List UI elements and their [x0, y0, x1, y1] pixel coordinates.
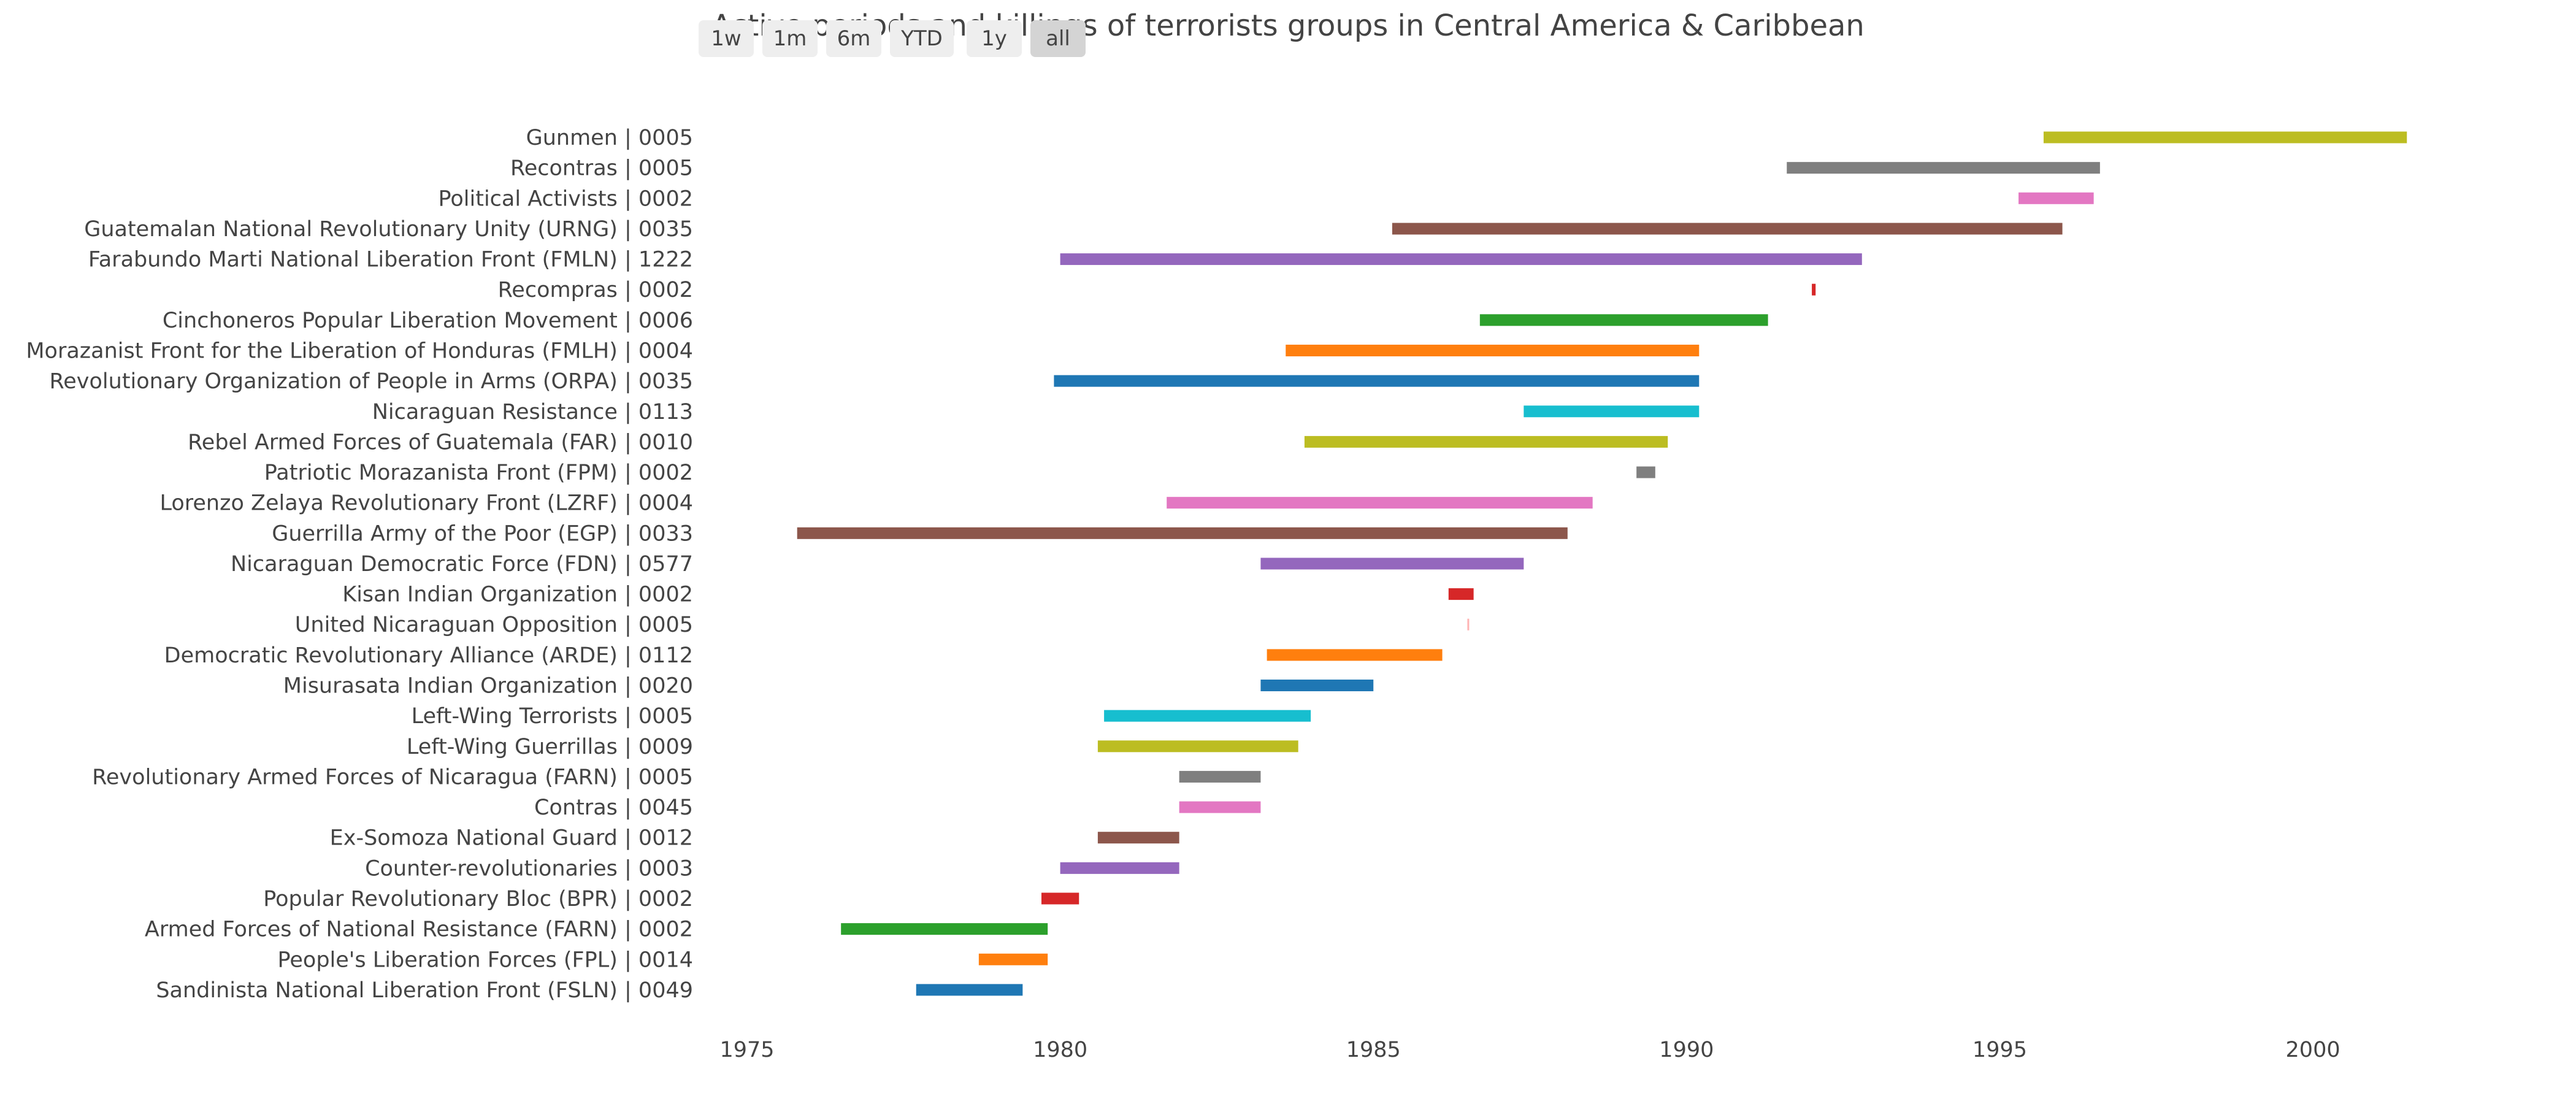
x-tick-label: 1990: [1659, 1038, 1714, 1062]
y-tick-label: Cinchoneros Popular Liberation Movement …: [163, 309, 693, 333]
timeline-bar[interactable]: [1286, 344, 1700, 356]
x-tick-label: 1995: [1972, 1038, 2027, 1062]
y-tick-label: Farabundo Marti National Liberation Fron…: [88, 248, 693, 272]
y-tick-label: Nicaraguan Resistance | 0113: [372, 400, 693, 424]
y-tick-label: Rebel Armed Forces of Guatemala (FAR) | …: [188, 430, 693, 454]
timeline-bar[interactable]: [1179, 770, 1261, 783]
y-tick-label: Patriotic Morazanista Front (FPM) | 0002: [264, 461, 693, 485]
timeline-bar[interactable]: [1448, 588, 1474, 600]
timeline-bar[interactable]: [841, 923, 1048, 935]
y-tick-label: Counter-revolutionaries | 0003: [365, 856, 693, 881]
chart-title: Active periods and killings of terrorist…: [711, 9, 1865, 43]
x-tick-label: 1985: [1346, 1038, 1401, 1062]
y-tick-label: Popular Revolutionary Bloc (BPR) | 0002: [263, 887, 693, 911]
y-tick-label: Gunmen | 0005: [526, 126, 693, 150]
x-tick-label: 1975: [719, 1038, 774, 1062]
timeline-bar[interactable]: [1636, 466, 1655, 478]
y-tick-label: Morazanist Front for the Liberation of H…: [26, 339, 693, 363]
range-button-1y[interactable]: 1y: [967, 20, 1022, 57]
y-tick-label: Kisan Indian Organization | 0002: [342, 583, 693, 607]
timeline-bar[interactable]: [1097, 740, 1298, 753]
timeline-bar[interactable]: [1104, 710, 1311, 722]
y-tick-label: Revolutionary Organization of People in …: [50, 369, 694, 394]
y-tick-label: Left-Wing Guerrillas | 0009: [407, 735, 693, 759]
y-tick-label: Contras | 0045: [534, 795, 693, 820]
y-tick-label: United Nicaraguan Opposition | 0005: [295, 613, 693, 637]
y-tick-label: Revolutionary Armed Forces of Nicaragua …: [92, 765, 693, 789]
timeline-bar[interactable]: [1467, 618, 1470, 631]
range-button-6m[interactable]: 6m: [826, 20, 881, 57]
timeline-bar[interactable]: [1260, 680, 1374, 692]
range-button-ytd[interactable]: YTD: [890, 20, 954, 57]
y-tick-label: Recompras | 0002: [498, 278, 693, 302]
y-tick-label: Guatemalan National Revolutionary Unity …: [84, 217, 693, 242]
timeline-bar[interactable]: [1260, 558, 1524, 570]
timeline-bar[interactable]: [2043, 131, 2407, 144]
y-tick-label: Democratic Revolutionary Alliance (ARDE)…: [164, 643, 693, 668]
range-button-1m[interactable]: 1m: [762, 20, 818, 57]
timeline-bar[interactable]: [1479, 314, 1768, 326]
timeline-bar[interactable]: [1787, 162, 2100, 174]
x-tick-label: 2000: [2286, 1038, 2340, 1062]
y-tick-label: Political Activists | 0002: [439, 186, 693, 211]
timeline-bar[interactable]: [1524, 405, 1700, 418]
timeline-bar[interactable]: [1054, 375, 1700, 387]
timeline-bar[interactable]: [1179, 801, 1261, 813]
timeline-bar[interactable]: [1060, 862, 1179, 874]
timeline-bar[interactable]: [1041, 892, 1079, 905]
x-tick-label: 1980: [1033, 1038, 1087, 1062]
y-tick-label: People's Liberation Forces (FPL) | 0014: [278, 948, 693, 972]
timeline-bar[interactable]: [1060, 253, 1862, 266]
timeline-bar[interactable]: [1167, 497, 1593, 509]
timeline-bar[interactable]: [1267, 649, 1443, 661]
y-tick-label: Sandinista National Liberation Front (FS…: [156, 978, 693, 1003]
timeline-bar[interactable]: [916, 984, 1023, 996]
y-tick-label: Ex-Somoza National Guard | 0012: [330, 826, 693, 851]
timeline-bar[interactable]: [2018, 192, 2094, 204]
y-tick-label: Guerrilla Army of the Poor (EGP) | 0033: [272, 521, 693, 546]
timeline-bar[interactable]: [1097, 832, 1179, 844]
y-tick-label: Nicaraguan Democratic Force (FDN) | 0577: [231, 552, 693, 577]
timeline-bar[interactable]: [1304, 435, 1668, 448]
range-button-all[interactable]: all: [1030, 20, 1086, 57]
y-tick-label: Misurasata Indian Organization | 0020: [283, 674, 693, 699]
timeline-bar[interactable]: [978, 953, 1048, 965]
range-button-1w[interactable]: 1w: [699, 20, 754, 57]
timeline-bar[interactable]: [797, 527, 1568, 539]
y-tick-label: Armed Forces of National Resistance (FAR…: [145, 918, 693, 942]
y-tick-label: Lorenzo Zelaya Revolutionary Front (LZRF…: [159, 491, 693, 516]
timeline-bar[interactable]: [1812, 283, 1816, 296]
timeline-bar[interactable]: [1392, 223, 2063, 235]
y-tick-label: Recontras | 0005: [510, 156, 693, 181]
y-tick-label: Left-Wing Terrorists | 0005: [412, 704, 693, 729]
